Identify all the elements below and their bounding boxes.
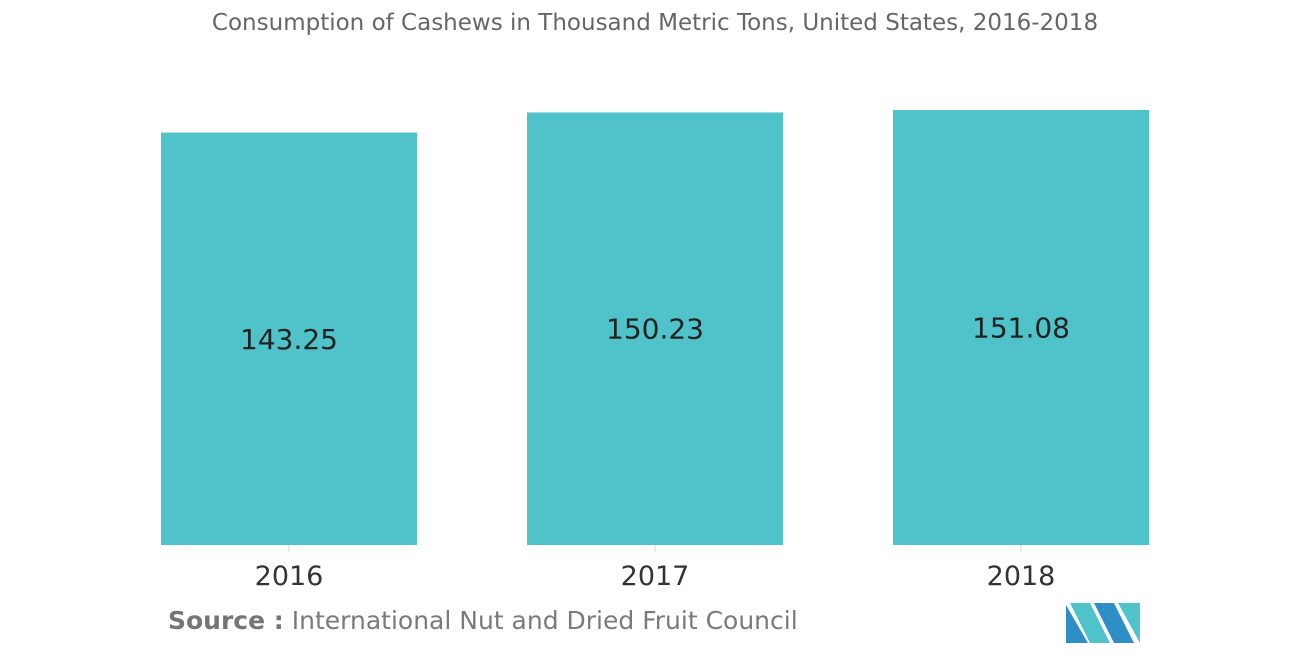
chart-title: Consumption of Cashews in Thousand Metri… — [211, 10, 1099, 36]
bar-2016 — [161, 132, 417, 545]
bar-2017 — [527, 112, 783, 545]
x-tick-label-2016: 2016 — [255, 561, 324, 592]
bar-2018 — [893, 110, 1149, 545]
source-text: International Nut and Dried Fruit Counci… — [291, 606, 798, 635]
x-tick-label-2018: 2018 — [987, 561, 1056, 592]
data-label-2016: 143.25 — [240, 323, 338, 356]
x-tick-label-2017: 2017 — [621, 561, 690, 592]
source-label: Source : — [168, 606, 284, 635]
data-label-2017: 150.23 — [606, 313, 704, 346]
data-label-2018: 151.08 — [972, 312, 1070, 345]
source-line: Source : International Nut and Dried Fru… — [168, 606, 798, 635]
mordor-logo-icon — [1066, 603, 1140, 643]
